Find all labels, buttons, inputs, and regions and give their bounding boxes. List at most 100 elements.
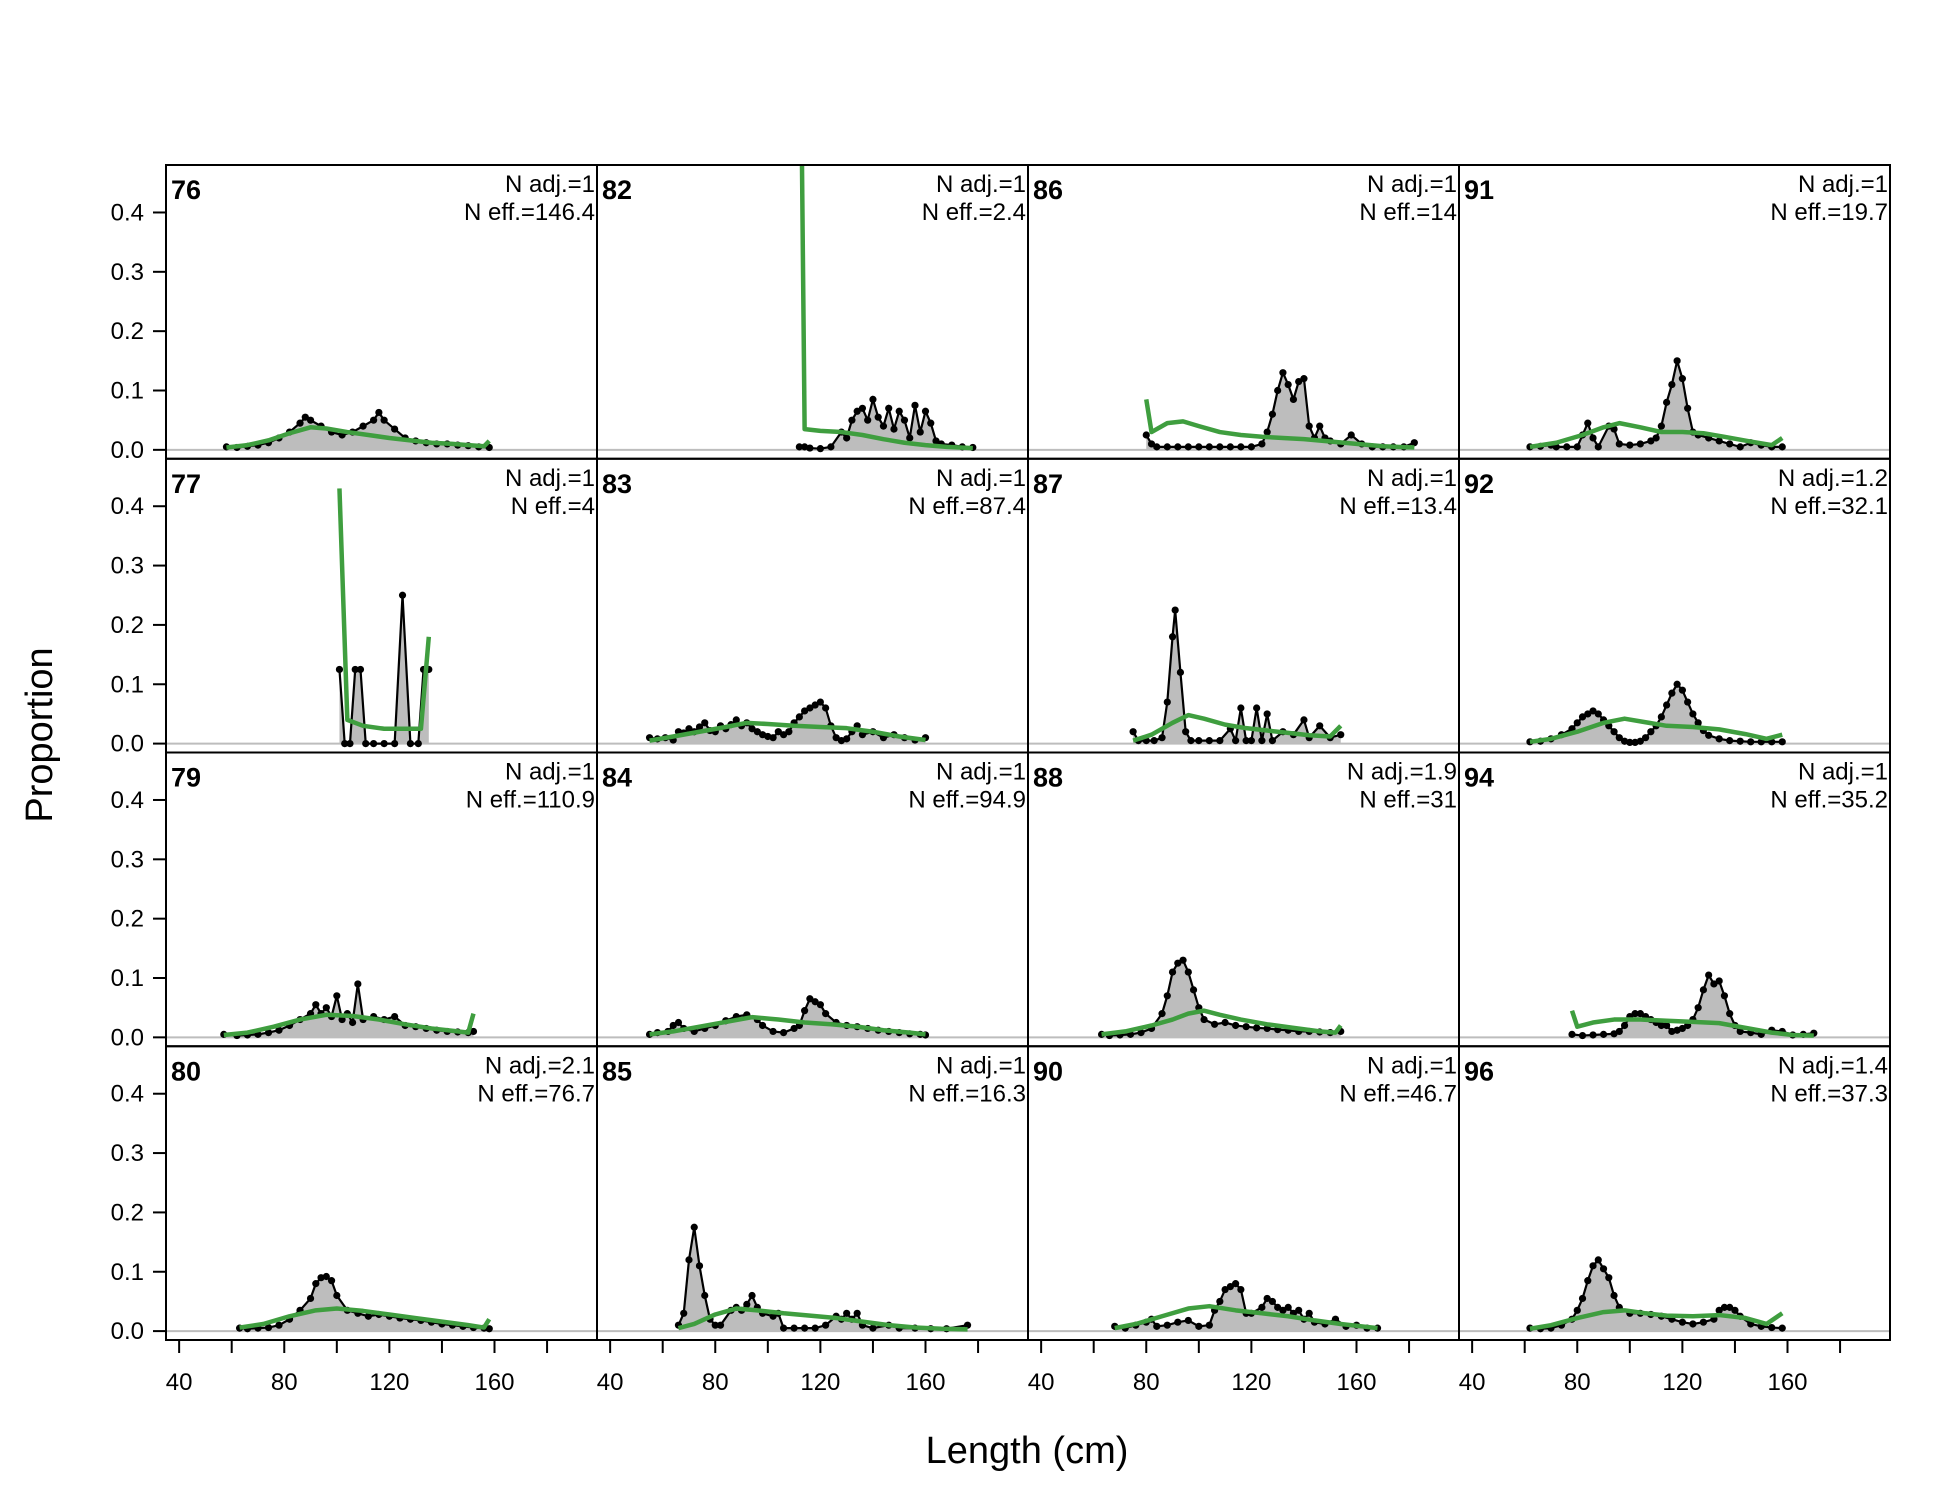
panel-year-label: 94 (1464, 763, 1494, 793)
observed-point (822, 1321, 830, 1329)
observed-point (864, 416, 872, 424)
observed-point (327, 1277, 336, 1285)
observed-point (1268, 410, 1277, 418)
observed-point (1657, 422, 1665, 430)
expected-line (226, 425, 491, 450)
panel-n-adj: N adj.=1.9 (1347, 759, 1457, 786)
observed-point (858, 404, 867, 412)
observed-point (963, 1321, 972, 1329)
observed-point (1284, 380, 1292, 389)
x-tick-label: 120 (369, 1369, 409, 1396)
observed-point (1563, 443, 1571, 451)
observed-point (1410, 439, 1418, 447)
panel-year-label: 96 (1464, 1056, 1494, 1086)
y-tick-label: 0.4 (111, 199, 144, 226)
observed-point (779, 1029, 788, 1037)
observed-point (1573, 719, 1581, 727)
observed-point (1253, 1024, 1261, 1032)
observed-point (748, 1291, 756, 1300)
expected-line (1529, 420, 1784, 450)
observed-point (1305, 1309, 1313, 1317)
observed-point (1631, 1010, 1639, 1018)
observed-point (1636, 737, 1644, 745)
observed-point (1678, 1318, 1686, 1326)
observed-point (1699, 986, 1708, 994)
observed-point (1174, 959, 1182, 967)
observed-point (359, 422, 367, 430)
observed-point (1347, 431, 1355, 439)
observed-point (1216, 443, 1224, 451)
observed-point (1589, 1262, 1597, 1270)
observed-point (1726, 440, 1734, 448)
observed-point (1247, 443, 1255, 451)
observed-point (1573, 1306, 1581, 1314)
panel-n-eff: N eff.=16.3 (908, 1080, 1026, 1107)
observed-point (748, 725, 756, 733)
observed-point (1337, 731, 1345, 739)
observed-point (1274, 1303, 1282, 1311)
panel-n-eff: N eff.=146.4 (464, 199, 595, 226)
observed-point (1184, 968, 1192, 976)
panel-87: 87 N adj.=1N eff.=13.4 (1027, 457, 1460, 754)
observed-point (1684, 404, 1692, 412)
observed-point (1594, 710, 1602, 718)
observed-point (1705, 731, 1713, 739)
x-tick-label: 80 (1564, 1369, 1591, 1396)
observed-point (1694, 1004, 1702, 1012)
observed-point (1573, 443, 1581, 451)
observed-point (1268, 1297, 1277, 1306)
observed-area (239, 1276, 490, 1332)
panel-plot (597, 1223, 1028, 1333)
panel-n-eff: N eff.=37.3 (1770, 1080, 1888, 1107)
observed-point (879, 422, 888, 430)
observed-point (1715, 977, 1723, 985)
observed-point (827, 443, 835, 451)
observed-point (1150, 737, 1158, 745)
observed-point (1689, 710, 1697, 718)
observed-point (1171, 606, 1179, 614)
panel-n-eff: N eff.=19.7 (1770, 199, 1888, 226)
observed-point (1258, 440, 1266, 448)
panel-plot (1028, 1280, 1459, 1333)
observed-point (1736, 443, 1744, 451)
observed-point (1163, 1321, 1171, 1329)
observed-point (1137, 1029, 1145, 1037)
observed-point (1615, 1027, 1623, 1036)
observed-point (348, 1018, 357, 1027)
x-tick-label: 120 (1662, 1369, 1702, 1396)
observed-point (1615, 440, 1623, 448)
observed-point (1216, 737, 1224, 745)
observed-point (1153, 1322, 1161, 1330)
observed-point (779, 1324, 788, 1332)
observed-point (1174, 443, 1182, 451)
panel-76: 76 N adj.=1N eff.=146.4 (165, 164, 598, 460)
observed-point (790, 1024, 798, 1033)
y-tick-label: 0.2 (111, 612, 144, 639)
x-tick-label: 160 (1767, 1369, 1807, 1396)
panel-year-label: 76 (171, 175, 201, 205)
panel-plot (1459, 680, 1890, 747)
observed-point (1684, 698, 1692, 706)
observed-point (312, 1280, 320, 1288)
observed-point (1195, 443, 1203, 451)
panel-n-eff: N eff.=46.7 (1339, 1080, 1457, 1107)
observed-point (1237, 704, 1245, 712)
observed-point (843, 1309, 851, 1317)
observed-point (1668, 689, 1676, 697)
observed-point (1641, 734, 1650, 742)
panel-plot (1028, 369, 1459, 451)
observed-point (1258, 1303, 1266, 1311)
observed-point (816, 698, 824, 706)
observed-point (1226, 1282, 1234, 1291)
observed-point (1778, 443, 1786, 451)
observed-point (296, 419, 304, 427)
observed-point (1279, 369, 1287, 377)
observed-point (1263, 710, 1271, 718)
panel-n-adj: N adj.=1 (1367, 465, 1457, 492)
observed-point (811, 701, 819, 709)
observed-point (301, 413, 309, 421)
observed-point (806, 995, 814, 1003)
observed-point (1163, 443, 1171, 451)
expected-line (799, 165, 973, 451)
observed-point (333, 1291, 341, 1300)
